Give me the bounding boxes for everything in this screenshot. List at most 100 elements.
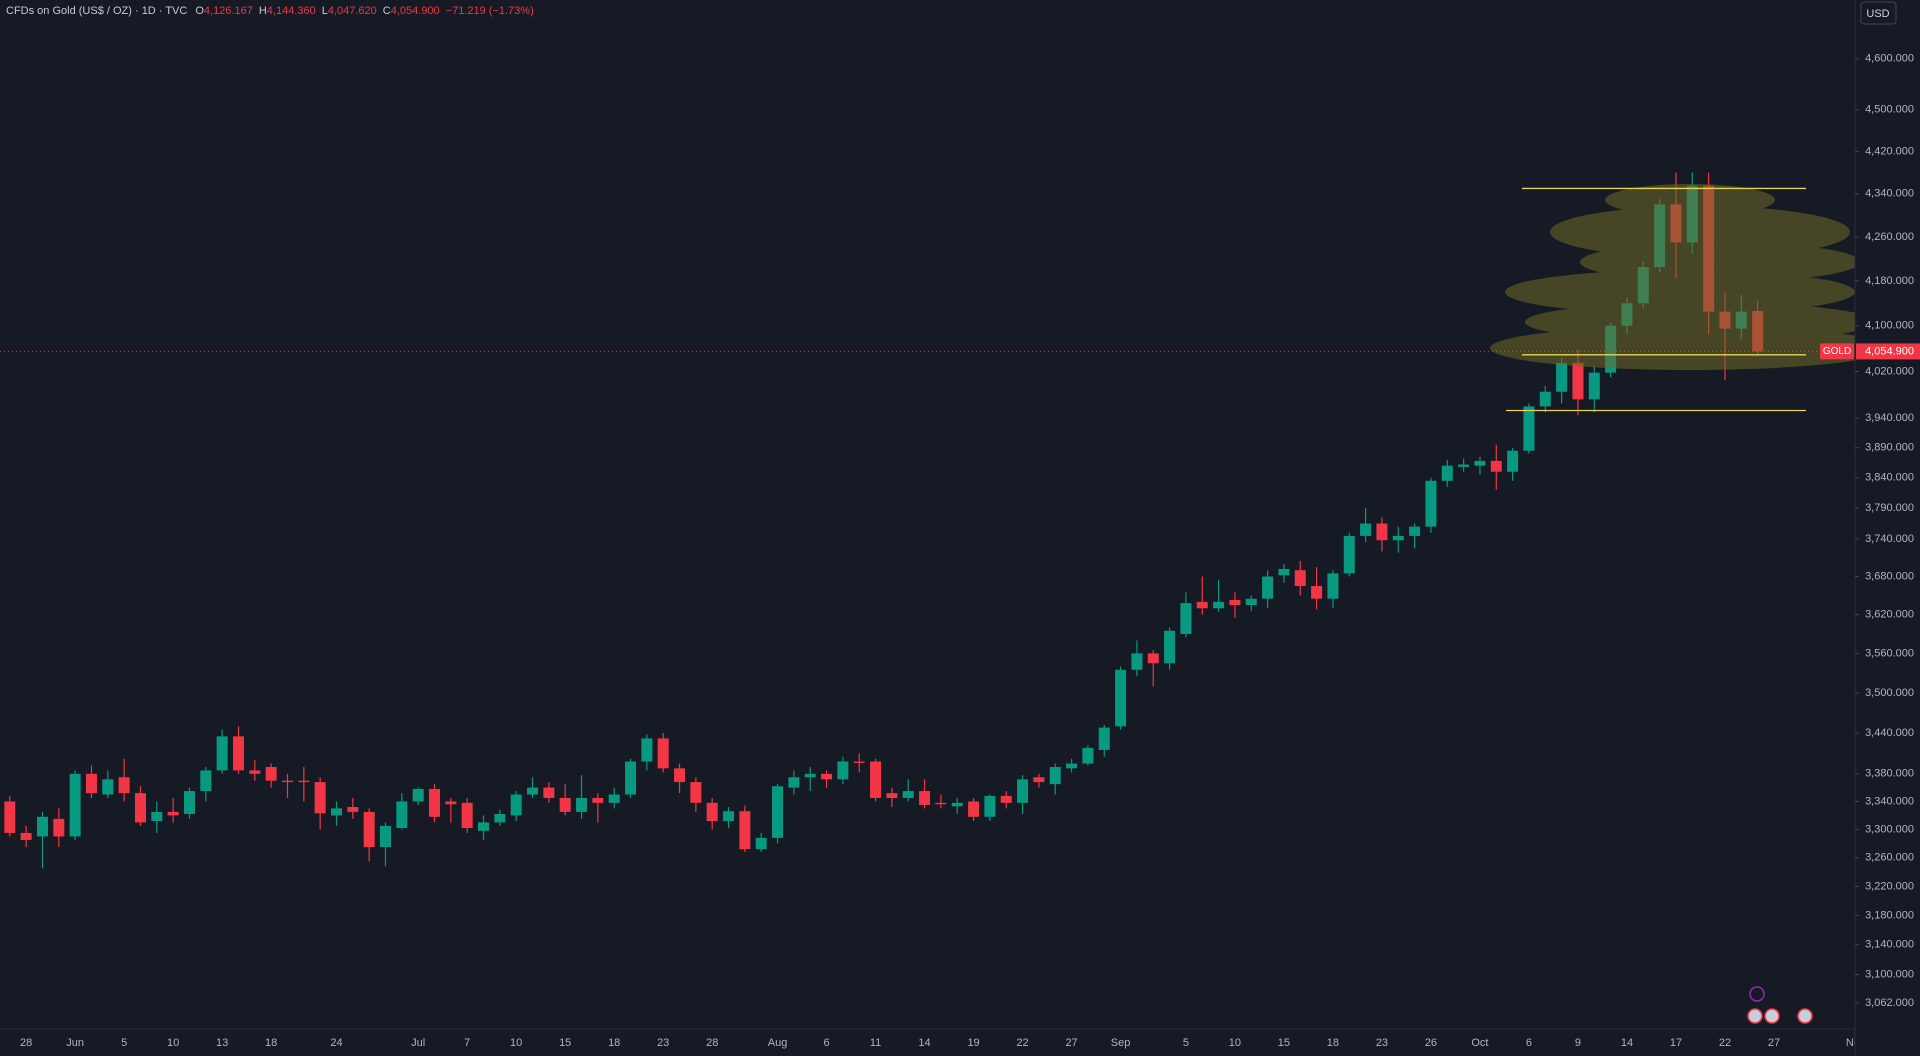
- candle-body: [232, 736, 244, 771]
- candle-body: [118, 777, 130, 794]
- candle-body: [363, 811, 375, 848]
- y-tick-label: 3,220.000: [1865, 880, 1914, 892]
- candle-body: [1000, 795, 1012, 803]
- x-tick-label: 28: [706, 1037, 718, 1049]
- y-tick-label: 3,340.000: [1865, 795, 1914, 807]
- candle-body: [1164, 630, 1176, 664]
- y-tick-label: 3,680.000: [1865, 570, 1914, 582]
- candle-body: [281, 780, 293, 783]
- candle-body: [1033, 777, 1045, 783]
- x-tick-label: 7: [464, 1037, 470, 1049]
- candle-body: [134, 793, 146, 823]
- y-tick-label: 3,260.000: [1865, 852, 1914, 864]
- candle-body: [85, 773, 97, 794]
- candle-body: [804, 773, 816, 778]
- candle-body: [347, 807, 359, 812]
- x-tick-label: Oct: [1471, 1037, 1488, 1049]
- candle-body: [265, 766, 277, 781]
- symbol-tag: GOLD: [1823, 346, 1851, 357]
- candle-body: [968, 801, 980, 817]
- event-icon[interactable]: [1749, 986, 1765, 1002]
- ohlc-key: O: [195, 5, 204, 17]
- highlighter-drawing: [1490, 184, 1890, 370]
- x-tick-label: 15: [1278, 1037, 1290, 1049]
- ohlc-value: 4,047.620: [328, 5, 377, 17]
- y-tick-label: 3,440.000: [1865, 727, 1914, 739]
- candle-body: [625, 761, 637, 795]
- candle-body: [1343, 535, 1355, 574]
- candle-body: [20, 832, 32, 840]
- y-tick-label: 4,500.000: [1865, 104, 1914, 116]
- x-tick-label: 22: [1016, 1037, 1028, 1049]
- x-tick-label: Jul: [411, 1037, 425, 1049]
- x-tick-label: 18: [1327, 1037, 1339, 1049]
- candle-body: [657, 738, 669, 769]
- y-tick-label: 3,790.000: [1865, 502, 1914, 514]
- candle-body: [641, 738, 653, 762]
- y-tick-label: 4,600.000: [1865, 53, 1914, 65]
- candle-body: [1229, 599, 1241, 606]
- candle-body: [1245, 598, 1257, 606]
- candle-body: [183, 791, 195, 814]
- candle-body: [1196, 601, 1208, 609]
- price-axis-panel: [1855, 0, 1920, 1056]
- candle-body: [1311, 585, 1323, 599]
- candle-body: [674, 768, 686, 783]
- candle-body: [1082, 747, 1094, 764]
- highlight-stroke: [1505, 270, 1855, 314]
- x-tick-label: 26: [1425, 1037, 1437, 1049]
- y-tick-label: 3,062.000: [1865, 997, 1914, 1009]
- axes: 4,600.000 4,500.000 4,420.000 4,340.000 4,26…: [1820, 53, 1920, 1009]
- candle-body: [1147, 653, 1159, 664]
- highlight-stroke: [1490, 326, 1890, 370]
- y-tick-label: 3,840.000: [1865, 472, 1914, 484]
- x-tick-label: 6: [1526, 1037, 1532, 1049]
- candle-body: [298, 780, 310, 783]
- candle-body: [314, 782, 326, 814]
- x-tick-label: 27: [1065, 1037, 1077, 1049]
- candle-body: [788, 777, 800, 788]
- candle-body: [772, 786, 784, 838]
- event-icons: [1747, 986, 1813, 1024]
- candle-body: [1017, 779, 1029, 803]
- currency-button[interactable]: [1860, 1, 1897, 25]
- candle-body: [527, 787, 539, 795]
- candle-body: [1490, 460, 1502, 472]
- x-tick-label: 18: [265, 1037, 277, 1049]
- candle-body: [902, 791, 914, 798]
- candle-body: [821, 773, 833, 780]
- candle-body: [706, 802, 718, 821]
- x-tick-label: 10: [510, 1037, 522, 1049]
- y-tick-label: 3,180.000: [1865, 909, 1914, 921]
- y-tick-label: 4,020.000: [1865, 365, 1914, 377]
- x-tick-label: Sep: [1111, 1037, 1131, 1049]
- change-value: −71.219 (−1.73%): [446, 5, 534, 17]
- candle-body: [1066, 763, 1078, 769]
- flag-icon[interactable]: [1747, 1008, 1763, 1024]
- x-tick-label: 19: [967, 1037, 979, 1049]
- candle-body: [1180, 603, 1192, 634]
- last-price-bg: [1856, 343, 1920, 360]
- candle-body: [1556, 362, 1568, 392]
- candle-body: [576, 797, 588, 812]
- candle-body: [510, 794, 522, 816]
- ohlc-value: 4,126.167: [204, 5, 253, 17]
- x-tick-label: 17: [1670, 1037, 1682, 1049]
- x-tick-label: 6: [823, 1037, 829, 1049]
- candle-body: [36, 816, 48, 837]
- flag-icon[interactable]: [1764, 1008, 1780, 1024]
- header: CFDs on Gold (US$ / OZ) · 1D · TVC O 4,12…: [6, 5, 534, 17]
- candle-body: [1409, 526, 1421, 536]
- x-tick-label: 13: [216, 1037, 228, 1049]
- x-tick-label: 9: [1575, 1037, 1581, 1049]
- x-tick-label: 18: [608, 1037, 620, 1049]
- y-tick-label: 4,100.000: [1865, 320, 1914, 332]
- candle-body: [870, 761, 882, 798]
- candle-body: [1458, 464, 1470, 467]
- flag-icon[interactable]: [1797, 1008, 1813, 1024]
- x-tick-label: Jun: [66, 1037, 84, 1049]
- y-tick-label: 4,420.000: [1865, 145, 1914, 157]
- candle-body: [69, 773, 81, 837]
- candle-body: [249, 770, 261, 774]
- candle-body: [559, 797, 571, 812]
